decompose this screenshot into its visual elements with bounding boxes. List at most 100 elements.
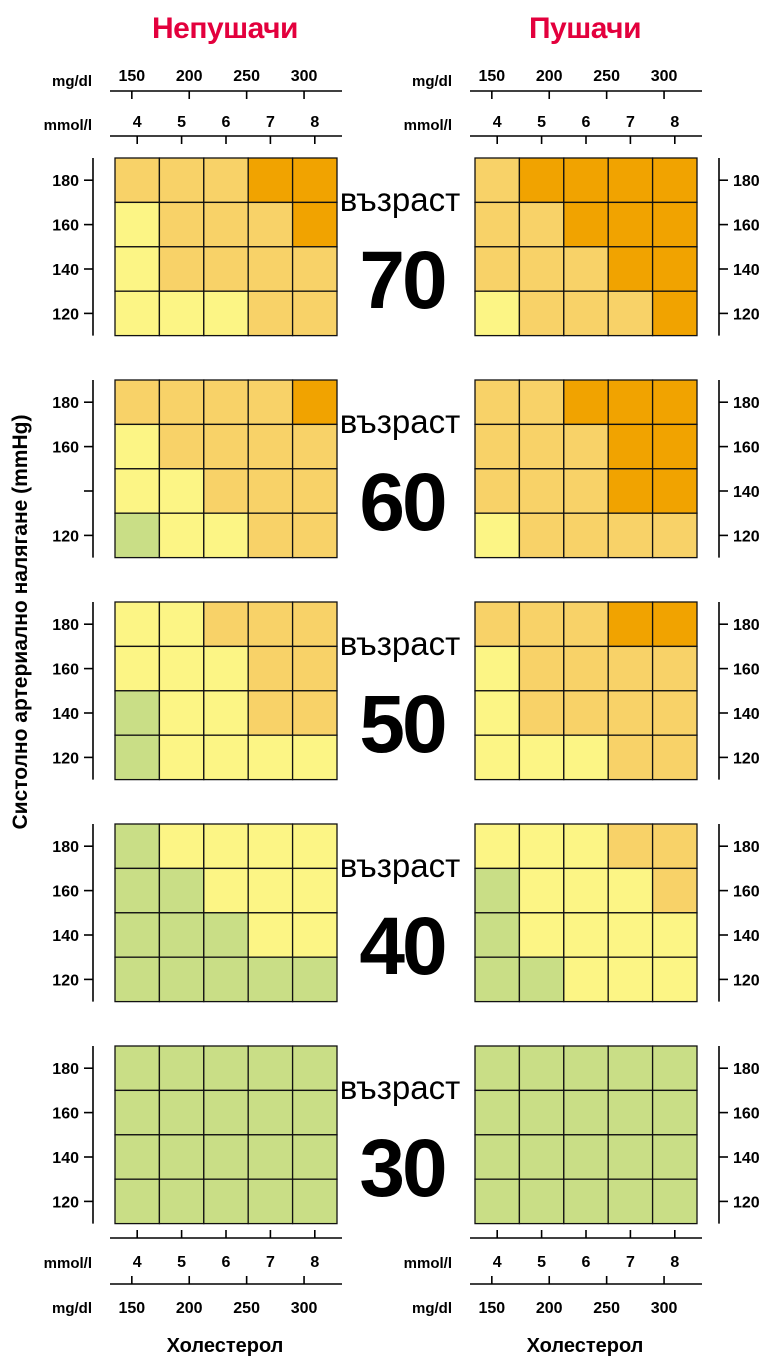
top-mmol-smokers-tick-label-4: 4 bbox=[493, 114, 502, 131]
y-tick-label-60-nonsmokers-120: 120 bbox=[52, 528, 79, 545]
risk-cell-50-nonsmokers-r2-c0 bbox=[114, 690, 161, 736]
risk-cell-30-smokers-r3-c3 bbox=[607, 1178, 654, 1225]
risk-cell-70-smokers-r2-c2 bbox=[563, 246, 609, 292]
risk-cell-50-smokers-r1-c3 bbox=[607, 645, 654, 692]
risk-cell-60-smokers-r0-c2 bbox=[563, 379, 609, 426]
risk-cell-40-smokers-r3-c2 bbox=[563, 956, 609, 1003]
risk-cell-40-nonsmokers-r2-c2 bbox=[203, 912, 249, 958]
bottom-mgdl-nonsmokers-tick-label-250: 250 bbox=[233, 1300, 260, 1317]
risk-cell-60-smokers-r3-c1 bbox=[518, 512, 565, 559]
risk-cell-40-smokers-r0-c2 bbox=[563, 823, 609, 870]
risk-cell-60-nonsmokers-r0-c0 bbox=[114, 379, 161, 426]
y-tick-label-70-smokers-120: 120 bbox=[733, 306, 760, 323]
age-number-30: 30 bbox=[359, 1123, 445, 1214]
risk-cell-50-nonsmokers-r0-c4 bbox=[291, 601, 338, 648]
risk-cell-60-nonsmokers-r1-c0 bbox=[114, 423, 161, 470]
top-mmol-smokers-tick-label-5: 5 bbox=[537, 114, 546, 131]
top-mgdl-smokers-tick-label-300: 300 bbox=[651, 68, 678, 85]
y-tick-label-70-nonsmokers-180: 180 bbox=[52, 173, 79, 190]
risk-cell-60-smokers-r0-c0 bbox=[474, 379, 521, 426]
age-word-70: възраст bbox=[340, 181, 461, 218]
risk-cell-60-smokers-r2-c4 bbox=[651, 468, 698, 514]
risk-cell-50-smokers-r1-c1 bbox=[518, 645, 565, 692]
top-mgdl-nonsmokers-tick-label-250: 250 bbox=[233, 68, 260, 85]
risk-cell-30-nonsmokers-r0-c0 bbox=[114, 1045, 161, 1092]
unit-label-bottom-mgdl-right: mg/dl bbox=[412, 1300, 452, 1317]
risk-cell-60-nonsmokers-r1-c2 bbox=[203, 423, 249, 470]
risk-cell-70-smokers-r3-c3 bbox=[607, 290, 654, 337]
risk-cell-70-smokers-r1-c0 bbox=[474, 201, 521, 248]
risk-cell-70-nonsmokers-r3-c3 bbox=[247, 290, 294, 337]
risk-cell-60-nonsmokers-r1-c4 bbox=[291, 423, 338, 470]
y-tick-label-70-smokers-180: 180 bbox=[733, 173, 760, 190]
risk-cell-70-nonsmokers-r2-c3 bbox=[247, 246, 294, 292]
risk-cell-30-smokers-r0-c0 bbox=[474, 1045, 521, 1092]
risk-cell-50-nonsmokers-r0-c2 bbox=[203, 601, 249, 648]
risk-cell-60-smokers-r2-c0 bbox=[474, 468, 521, 514]
risk-cell-70-nonsmokers-r2-c0 bbox=[114, 246, 161, 292]
risk-cell-70-nonsmokers-r2-c2 bbox=[203, 246, 249, 292]
risk-cell-50-nonsmokers-r3-c1 bbox=[158, 734, 205, 781]
risk-cell-40-nonsmokers-r0-c0 bbox=[114, 823, 161, 870]
top-mmol-smokers-tick-label-6: 6 bbox=[582, 114, 591, 131]
risk-cell-40-nonsmokers-r0-c3 bbox=[247, 823, 294, 870]
group-title-smokers: Пушачи bbox=[529, 12, 641, 45]
risk-cell-60-nonsmokers-r3-c4 bbox=[291, 512, 338, 559]
risk-cell-70-nonsmokers-r0-c4 bbox=[291, 157, 338, 204]
risk-cell-50-nonsmokers-r2-c1 bbox=[158, 690, 205, 736]
risk-cell-40-nonsmokers-r0-c1 bbox=[158, 823, 205, 870]
top-mgdl-smokers-tick-label-200: 200 bbox=[536, 68, 563, 85]
risk-cell-40-smokers-r0-c4 bbox=[651, 823, 698, 870]
risk-cell-60-nonsmokers-r3-c3 bbox=[247, 512, 294, 559]
risk-cell-70-smokers-r0-c3 bbox=[607, 157, 654, 204]
risk-cell-50-smokers-r3-c1 bbox=[518, 734, 565, 781]
bottom-mmol-nonsmokers-tick-label-7: 7 bbox=[266, 1254, 275, 1271]
bottom-mmol-nonsmokers-tick-label-8: 8 bbox=[310, 1254, 319, 1271]
y-tick-label-30-smokers-160: 160 bbox=[733, 1106, 760, 1123]
bottom-mmol-nonsmokers-tick-label-6: 6 bbox=[222, 1254, 231, 1271]
risk-cell-30-smokers-r2-c1 bbox=[518, 1134, 565, 1180]
risk-cell-40-smokers-r2-c4 bbox=[651, 912, 698, 958]
y-tick-label-40-smokers-120: 120 bbox=[733, 972, 760, 989]
risk-cell-50-nonsmokers-r0-c0 bbox=[114, 601, 161, 648]
bottom-mgdl-nonsmokers-tick-label-200: 200 bbox=[176, 1300, 203, 1317]
risk-cell-30-nonsmokers-r1-c3 bbox=[247, 1089, 294, 1136]
risk-cell-40-nonsmokers-r2-c1 bbox=[158, 912, 205, 958]
risk-cell-70-nonsmokers-r1-c0 bbox=[114, 201, 161, 248]
risk-cell-60-smokers-r2-c1 bbox=[518, 468, 565, 514]
risk-cell-50-smokers-r3-c3 bbox=[607, 734, 654, 781]
risk-cell-40-smokers-r0-c3 bbox=[607, 823, 654, 870]
risk-cell-50-smokers-r0-c0 bbox=[474, 601, 521, 648]
y-tick-label-40-smokers-140: 140 bbox=[733, 928, 760, 945]
risk-cell-60-nonsmokers-r2-c2 bbox=[203, 468, 249, 514]
bottom-mgdl-smokers-tick-label-300: 300 bbox=[651, 1300, 678, 1317]
risk-cell-50-nonsmokers-r1-c1 bbox=[158, 645, 205, 692]
y-tick-label-40-nonsmokers-160: 160 bbox=[52, 884, 79, 901]
age-word-40: възраст bbox=[340, 847, 461, 884]
risk-cell-50-nonsmokers-r1-c0 bbox=[114, 645, 161, 692]
bottom-mgdl-smokers-tick-label-250: 250 bbox=[593, 1300, 620, 1317]
y-tick-label-70-nonsmokers-120: 120 bbox=[52, 306, 79, 323]
risk-cell-30-nonsmokers-r3-c0 bbox=[114, 1178, 161, 1225]
risk-cell-50-smokers-r0-c3 bbox=[607, 601, 654, 648]
unit-label-top-mmol-right: mmol/l bbox=[404, 117, 452, 134]
risk-cell-30-nonsmokers-r2-c1 bbox=[158, 1134, 205, 1180]
risk-cell-70-smokers-r0-c2 bbox=[563, 157, 609, 204]
risk-cell-60-smokers-r3-c3 bbox=[607, 512, 654, 559]
risk-cell-60-smokers-r1-c3 bbox=[607, 423, 654, 470]
risk-cell-30-smokers-r3-c2 bbox=[563, 1178, 609, 1225]
risk-cell-30-nonsmokers-r1-c0 bbox=[114, 1089, 161, 1136]
risk-cell-30-nonsmokers-r3-c2 bbox=[203, 1178, 249, 1225]
risk-cell-30-smokers-r1-c0 bbox=[474, 1089, 521, 1136]
y-tick-label-60-nonsmokers-180: 180 bbox=[52, 395, 79, 412]
risk-cell-40-nonsmokers-r3-c4 bbox=[291, 956, 338, 1003]
risk-cell-30-nonsmokers-r3-c3 bbox=[247, 1178, 294, 1225]
risk-cell-30-nonsmokers-r2-c4 bbox=[291, 1134, 338, 1180]
bottom-mgdl-nonsmokers-tick-label-300: 300 bbox=[291, 1300, 318, 1317]
risk-cell-40-smokers-r1-c2 bbox=[563, 867, 609, 914]
risk-cell-50-nonsmokers-r2-c4 bbox=[291, 690, 338, 736]
risk-cell-40-nonsmokers-r1-c1 bbox=[158, 867, 205, 914]
age-number-40: 40 bbox=[359, 901, 445, 992]
risk-cell-70-smokers-r1-c2 bbox=[563, 201, 609, 248]
